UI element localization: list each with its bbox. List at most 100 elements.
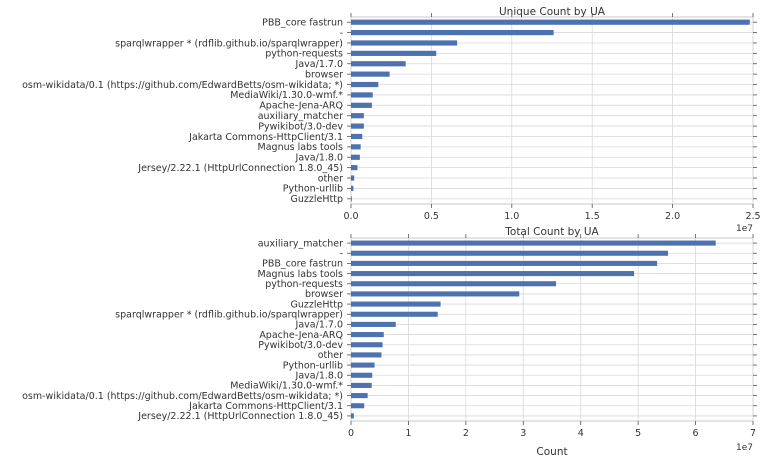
unique-count-bar — [351, 185, 354, 192]
total-count-bar — [351, 291, 520, 297]
total-count-category-label: MediaWiki/1.30.0-wmf.* — [230, 381, 343, 392]
total-count-bar — [351, 413, 354, 419]
unique-count-chart: PBB_core fastrun-sparqlwrapper * (rdflib… — [22, 6, 760, 234]
total-count-category-label: other — [318, 350, 343, 361]
unique-count-bar — [351, 40, 458, 46]
total-count-x-tick-label: 2 — [463, 428, 469, 439]
total-count-category-label: sparqlwrapper * (rdflib.github.io/sparql… — [115, 310, 343, 321]
total-count-bar — [351, 250, 669, 256]
unique-count-bar — [351, 50, 437, 56]
unique-count-bar — [351, 175, 355, 181]
total-count-bar — [351, 301, 441, 307]
unique-count-x-tick-label: 2.5 — [745, 211, 760, 222]
unique-count-x-tick-label: 1.0 — [504, 211, 519, 222]
total-count-bar — [351, 382, 372, 388]
total-count-chart: auxiliary_matcher-PBB_core fastrunMagnus… — [22, 226, 757, 458]
total-count-x-tick-labels: 0 1 2 3 4 5 6 7 — [348, 234, 756, 439]
total-count-bar — [351, 362, 375, 368]
total-count-bar — [351, 342, 383, 348]
unique-count-bar — [351, 165, 358, 171]
unique-count-category-label: Jersey/2.22.1 (HttpUrlConnection 1.8.0_4… — [137, 163, 343, 174]
total-count-x-tick-label: 7 — [750, 428, 756, 439]
unique-count-bar — [351, 123, 364, 129]
total-count-category-label: osm-wikidata/0.1 (https://github.com/Edw… — [22, 391, 343, 402]
total-count-bar — [351, 403, 365, 409]
total-count-category-labels: auxiliary_matcher-PBB_core fastrunMagnus… — [22, 238, 757, 422]
unique-count-bar — [351, 19, 750, 25]
total-count-bar — [351, 260, 658, 266]
total-count-category-label: Pywikibot/3.0-dev — [258, 340, 343, 351]
total-count-bar — [351, 281, 557, 287]
unique-count-category-label: - — [340, 28, 343, 39]
unique-count-x-tick-labels: 0.0 0.5 1.0 1.5 2.0 2.5 — [343, 13, 761, 222]
unique-count-category-label: other — [318, 173, 343, 184]
total-count-category-label: Apache-Jena-ARQ — [259, 330, 343, 341]
total-count-category-label: Java/1.7.0 — [295, 320, 343, 331]
total-count-x-tick-label: 5 — [635, 428, 641, 439]
unique-count-category-label: sparqlwrapper * (rdflib.github.io/sparql… — [115, 38, 343, 49]
total-count-x-tick-label: 3 — [520, 428, 526, 439]
unique-count-bar — [351, 29, 554, 36]
unique-count-x-tick-label: 2.0 — [665, 211, 680, 222]
unique-count-bar — [351, 81, 379, 88]
unique-count-bar — [351, 154, 360, 160]
total-count-category-label: python-requests — [265, 279, 343, 290]
total-count-bar — [351, 271, 635, 277]
total-count-category-label: Jakarta Commons-HttpClient/3.1 — [188, 401, 343, 412]
unique-count-bars — [351, 19, 750, 202]
unique-count-title: Unique Count by UA — [499, 6, 606, 18]
unique-count-category-label: python-requests — [265, 49, 343, 60]
total-count-bar — [351, 240, 716, 246]
total-count-category-label: auxiliary_matcher — [258, 238, 343, 249]
total-count-title: Total Count by UA — [504, 226, 599, 238]
unique-count-bar — [351, 92, 373, 98]
unique-count-category-label: Java/1.7.0 — [295, 59, 343, 70]
total-count-x-tick-label: 0 — [348, 428, 354, 439]
total-count-category-label: - — [340, 249, 343, 260]
unique-count-gridlines — [350, 17, 754, 204]
total-count-x-tick-label: 6 — [693, 428, 699, 439]
unique-count-category-label: auxiliary_matcher — [258, 111, 343, 122]
total-count-category-label: GuzzleHttp — [291, 299, 343, 310]
total-count-exponent: 1e7 — [736, 443, 753, 453]
unique-count-category-label: Python-urllib — [283, 184, 343, 195]
total-count-category-label: PBB_core fastrun — [262, 259, 343, 270]
unique-count-category-label: Pywikibot/3.0-dev — [258, 121, 343, 132]
unique-count-bar — [351, 196, 352, 202]
unique-count-bar — [351, 113, 364, 119]
total-count-x-axis-title: Count — [536, 446, 567, 458]
total-count-x-tick-label: 4 — [578, 428, 584, 439]
total-count-bar — [351, 372, 373, 378]
total-count-bars — [351, 240, 716, 419]
unique-count-x-tick-label: 0.0 — [343, 211, 358, 222]
total-count-x-tick-label: 1 — [405, 428, 411, 439]
unique-count-category-label: Java/1.8.0 — [295, 153, 343, 164]
unique-count-x-tick-label: 1.5 — [585, 211, 600, 222]
unique-count-category-label: browser — [305, 69, 343, 80]
total-count-category-label: browser — [305, 289, 343, 300]
total-count-category-label: Magnus labs tools — [258, 269, 344, 280]
total-count-category-label: Jersey/2.22.1 (HttpUrlConnection 1.8.0_4… — [137, 411, 343, 422]
unique-count-category-label: MediaWiki/1.30.0-wmf.* — [230, 90, 343, 101]
unique-count-category-label: PBB_core fastrun — [262, 17, 343, 28]
total-count-bar — [351, 393, 368, 399]
total-count-bar — [351, 332, 384, 338]
total-count-category-label: Java/1.8.0 — [295, 371, 343, 382]
unique-count-x-tick-label: 0.5 — [424, 211, 439, 222]
unique-count-bar — [351, 102, 372, 108]
total-count-bar — [351, 321, 396, 327]
unique-count-category-label: Jakarta Commons-HttpClient/3.1 — [188, 132, 343, 143]
unique-count-category-label: Apache-Jena-ARQ — [259, 101, 343, 112]
total-count-bar — [351, 352, 382, 358]
unique-count-exponent: 1e7 — [736, 224, 753, 234]
total-count-bar — [351, 311, 438, 317]
unique-count-bar — [351, 71, 390, 77]
unique-count-category-label: Magnus labs tools — [258, 142, 344, 153]
unique-count-category-label: GuzzleHttp — [291, 194, 343, 205]
total-count-category-label: Python-urllib — [283, 360, 343, 371]
unique-count-bar — [351, 133, 363, 140]
unique-count-bar — [351, 144, 361, 150]
unique-count-category-label: osm-wikidata/0.1 (https://github.com/Edw… — [22, 80, 343, 91]
unique-count-category-labels: PBB_core fastrun-sparqlwrapper * (rdflib… — [22, 17, 757, 205]
